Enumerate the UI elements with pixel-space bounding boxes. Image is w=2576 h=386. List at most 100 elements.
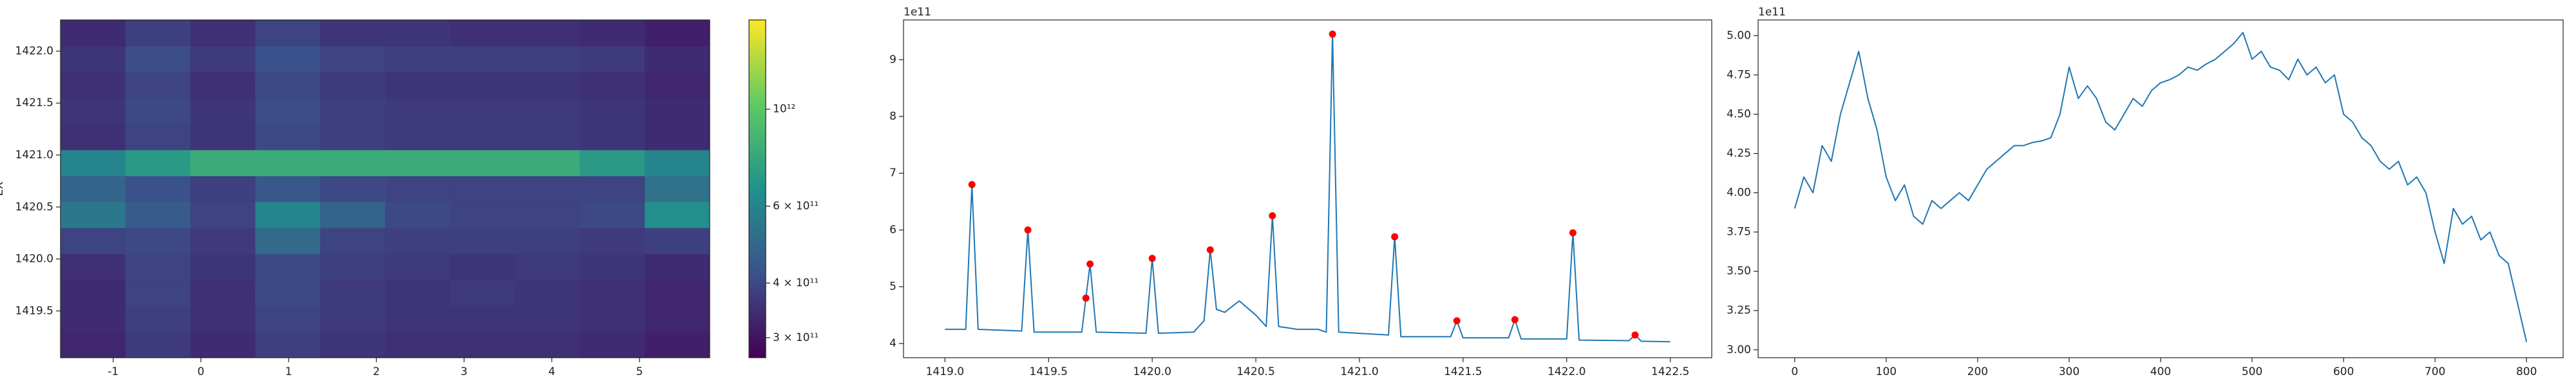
heatmap-cell — [645, 331, 710, 358]
heatmap-cell — [190, 253, 256, 280]
x-tick-label: 600 — [2333, 365, 2354, 378]
heatmap-cell — [61, 98, 126, 125]
colorbar — [749, 20, 766, 358]
peak-marker — [1511, 316, 1519, 324]
heatmap-cell — [450, 98, 516, 125]
heatmap-cell — [125, 98, 191, 125]
heatmap-cell — [515, 124, 580, 151]
heatmap-cell — [385, 306, 451, 333]
x-tick-label: 100 — [1876, 365, 1897, 378]
heatmap-cell — [255, 46, 321, 73]
x-tick-label: 5 — [636, 365, 643, 378]
peak-marker — [1453, 317, 1461, 325]
heatmap-cell — [645, 46, 710, 73]
heatmap-cell — [450, 71, 516, 98]
x-tick-label: 1420.5 — [1236, 365, 1274, 378]
heatmap-cell — [450, 176, 516, 203]
heatmap-cell — [385, 253, 451, 280]
data-line — [945, 33, 1671, 343]
y-tick-label: 4.25 — [1727, 147, 1751, 160]
x-tick-label: 0 — [1791, 365, 1798, 378]
heatmap-cell — [580, 149, 645, 176]
heatmap-cell — [255, 228, 321, 254]
heatmap-cell — [320, 331, 386, 358]
heatmap-cell — [320, 46, 386, 73]
offset-label: 1e11 — [1758, 6, 1786, 19]
heatmap-cell — [125, 124, 191, 151]
heatmap-cell — [580, 201, 645, 228]
y-tick-label: 5.00 — [1727, 29, 1751, 42]
heatmap-cell — [255, 124, 321, 151]
heatmap-cell — [61, 331, 126, 358]
offset-label: 1e11 — [904, 6, 931, 19]
peak-marker — [1206, 246, 1214, 253]
heatmap-cell — [450, 253, 516, 280]
x-tick-label: 1 — [285, 365, 292, 378]
heatmap-cell — [515, 201, 580, 228]
heatmap-cell — [515, 253, 580, 280]
heatmap-cell — [320, 124, 386, 151]
y-tick-label: 4.75 — [1727, 68, 1751, 81]
heatmap-cell — [125, 201, 191, 228]
heatmap-cell — [190, 176, 256, 203]
y-tick-label: 1420.0 — [15, 253, 53, 266]
y-tick-label: 4.50 — [1727, 108, 1751, 121]
heatmap-cell — [580, 176, 645, 203]
heatmap-cell — [580, 46, 645, 73]
heatmap-cell — [450, 149, 516, 176]
x-tick-label: 1421.5 — [1444, 365, 1482, 378]
heatmap-cell — [61, 46, 126, 73]
heatmap-cell — [255, 98, 321, 125]
y-axis-label: EX — [0, 181, 6, 196]
y-tick-label: 4 — [889, 337, 896, 350]
heatmap-cell — [450, 46, 516, 73]
x-tick-label: 300 — [2059, 365, 2079, 378]
y-tick-label: 6 — [889, 223, 896, 236]
data-line — [1794, 32, 2528, 342]
heatmap-cell — [190, 124, 256, 151]
y-tick-label: 1422.0 — [15, 44, 53, 57]
axes-frame — [903, 19, 1712, 358]
heatmap-cell — [515, 331, 580, 358]
heatmap-cell — [515, 46, 580, 73]
heatmap-cell — [645, 149, 710, 176]
y-tick-label: 5 — [889, 280, 896, 293]
heatmap-cell — [645, 124, 710, 151]
peak-marker — [1391, 233, 1399, 241]
heatmap-cell — [385, 98, 451, 125]
x-tick-label: 0 — [198, 365, 205, 378]
y-tick-label: 9 — [889, 53, 896, 66]
heatmap-cell — [255, 71, 321, 98]
heatmap-cell — [255, 20, 321, 46]
heatmap-cell — [580, 71, 645, 98]
heatmap-cell — [190, 71, 256, 98]
y-tick-label: 3.50 — [1727, 265, 1751, 278]
peak-marker — [1148, 255, 1156, 262]
heatmap-cell — [190, 98, 256, 125]
heatmap-cell — [645, 20, 710, 46]
y-tick-label: 7 — [889, 167, 896, 179]
heatmap-cell — [61, 228, 126, 254]
heatmap-cell — [255, 306, 321, 333]
x-tick-label: 1420.0 — [1133, 365, 1171, 378]
colorbar-tick-label: 3 × 10¹¹ — [773, 331, 819, 344]
heatmap-cell — [320, 20, 386, 46]
heatmap-cell — [320, 253, 386, 280]
heatmap-cell — [645, 228, 710, 254]
heatmap-cell — [580, 124, 645, 151]
x-tick-label: -1 — [108, 365, 118, 378]
colorbar-tick-label: 10¹² — [773, 103, 795, 116]
heatmap-cell — [190, 331, 256, 358]
colorbar-frame — [748, 19, 766, 358]
heatmap-cell — [255, 149, 321, 176]
heatmap-cell — [190, 149, 256, 176]
heatmap-cell — [515, 176, 580, 203]
heatmap-cell — [255, 279, 321, 306]
x-tick-label: 1419.0 — [926, 365, 964, 378]
x-tick-label: 800 — [2516, 365, 2537, 378]
y-tick-label: 3.25 — [1727, 304, 1751, 317]
heatmap-cell — [320, 228, 386, 254]
heatmap-cell — [385, 176, 451, 203]
x-tick-label: 3 — [460, 365, 468, 378]
